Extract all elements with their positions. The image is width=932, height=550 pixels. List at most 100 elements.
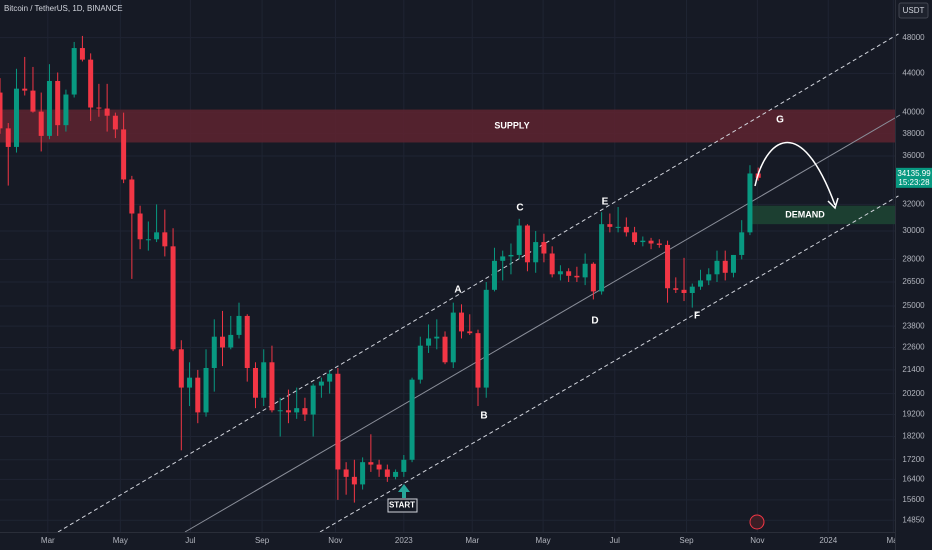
candle-body <box>689 286 695 293</box>
x-tick-label: Nov <box>328 536 342 545</box>
candle-body <box>384 469 390 477</box>
candle-body <box>269 362 275 411</box>
candle-body <box>681 289 687 293</box>
candle-body <box>656 243 662 245</box>
candle-body <box>566 271 572 276</box>
x-tick-labels: Mar May Jul Sep Nov 2023 Mar May Jul Sep Nov 2024 Ma… <box>41 536 900 545</box>
candle-body <box>590 263 596 292</box>
candle-body <box>401 459 407 472</box>
candle-body <box>285 410 291 413</box>
candle-body <box>360 462 366 485</box>
candle-body <box>599 224 605 292</box>
candle-body <box>582 263 588 278</box>
candle-body <box>730 254 736 273</box>
candle-body <box>698 280 704 287</box>
candle-body <box>475 333 481 388</box>
candle-body <box>376 464 382 470</box>
candle-body <box>71 48 77 95</box>
candle-body <box>0 92 3 129</box>
candle-body <box>343 469 349 477</box>
candle-body <box>187 377 193 388</box>
annotation-label: START <box>389 501 415 510</box>
annotation-label: B <box>480 411 487 422</box>
x-tick-label: Jul <box>610 536 620 545</box>
candle-body <box>722 260 728 273</box>
annotation-label: E <box>602 197 609 208</box>
candle-body <box>228 334 234 348</box>
x-tick-label: Mar <box>465 536 479 545</box>
currency-button[interactable] <box>898 2 929 19</box>
x-tick-label: May <box>536 536 551 545</box>
candle-body <box>170 246 176 350</box>
candle-body <box>104 108 110 116</box>
channel-upper <box>57 32 901 533</box>
candles <box>0 35 761 503</box>
candle-body <box>557 271 563 275</box>
x-tick-label: May <box>113 536 128 545</box>
candle-body <box>459 312 465 332</box>
y-tick-label: 48000 <box>902 33 925 42</box>
y-tick-label: 19200 <box>902 410 925 419</box>
x-tick-label: 2023 <box>395 536 413 545</box>
projection-arrow <box>754 141 836 206</box>
candle-body <box>112 115 118 130</box>
y-tick-label: 21400 <box>902 365 925 374</box>
candle-body <box>203 367 209 413</box>
candle-body <box>442 336 448 363</box>
currency-label[interactable]: USDT <box>903 6 925 15</box>
y-tick-label: 20200 <box>902 389 925 398</box>
annotation-label: C <box>516 203 523 214</box>
candle-body <box>79 48 85 60</box>
zone-label: DEMAND <box>785 209 825 219</box>
zone <box>748 205 895 225</box>
y-tick-label: 36000 <box>902 151 925 160</box>
candle-body <box>467 331 473 334</box>
candle-body <box>508 254 514 257</box>
x-tick-label: Nov <box>750 536 764 545</box>
x-tick-label: Sep <box>255 536 270 545</box>
candle-body <box>310 385 316 415</box>
y-tick-label: 15600 <box>902 495 925 504</box>
y-tick-label: 32000 <box>902 200 925 209</box>
countdown-label: 15:23:28 <box>898 178 930 187</box>
candle-body <box>450 312 456 363</box>
candle-body <box>5 128 11 147</box>
candle-body <box>615 226 621 228</box>
candle-body <box>491 260 497 290</box>
candle-body <box>13 88 19 147</box>
candle-body <box>393 471 399 477</box>
annotation-label: A <box>454 285 461 296</box>
y-tick-label: 25000 <box>902 301 925 310</box>
y-tick-label: 26500 <box>902 277 925 286</box>
candle-body <box>426 338 432 346</box>
candle-body <box>22 88 28 91</box>
candle-body <box>277 410 283 412</box>
annotation-label: F <box>694 311 700 322</box>
candle-body <box>302 408 308 415</box>
x-tick-label: Mar <box>886 536 900 545</box>
candle-body <box>747 173 753 233</box>
y-tick-label: 18200 <box>902 432 925 441</box>
candle-body <box>178 349 184 388</box>
candle-body <box>516 225 522 255</box>
zone <box>0 109 895 143</box>
candle-body <box>220 336 226 348</box>
zones: SUPPLY DEMAND <box>0 109 895 225</box>
candle-body <box>648 240 654 244</box>
candle-body <box>137 213 143 240</box>
start-box <box>387 498 418 513</box>
candle-body <box>714 260 720 275</box>
candle-body <box>673 288 679 290</box>
channel <box>57 32 901 533</box>
y-tick-label: 17200 <box>902 455 925 464</box>
candle-body <box>409 379 415 460</box>
x-tick-label: 2024 <box>819 536 837 545</box>
candle-body <box>30 90 36 112</box>
candle-body <box>739 232 745 255</box>
annotation-label: D <box>591 316 598 327</box>
logo <box>749 514 765 530</box>
symbol-title: Bitcoin / TetherUS, 1D, BINANCE <box>4 4 123 13</box>
y-tick-label: 30000 <box>902 226 925 235</box>
candle-body <box>483 289 489 388</box>
